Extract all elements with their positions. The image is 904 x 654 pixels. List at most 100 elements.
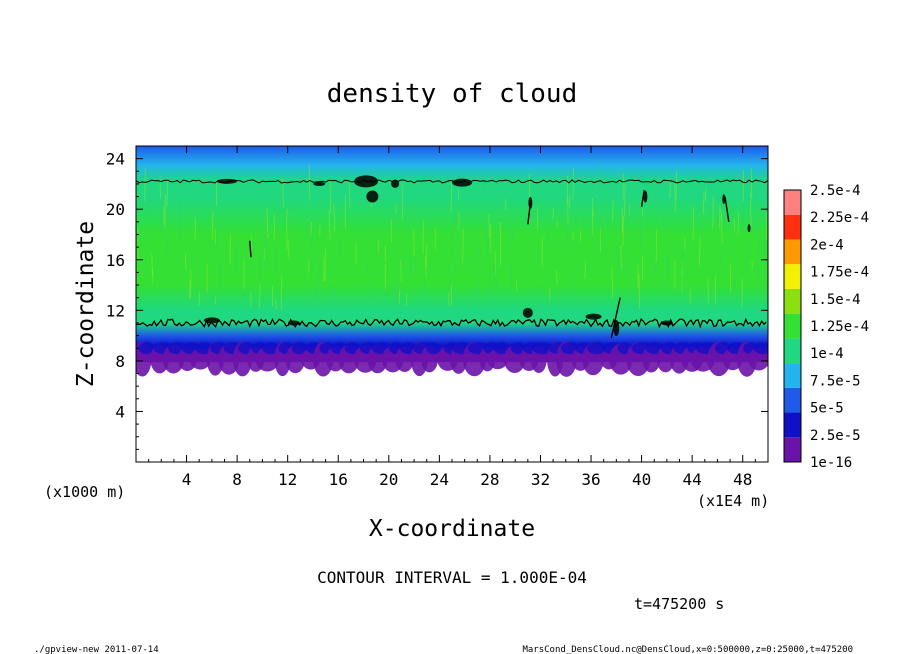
field-streak	[600, 222, 602, 248]
field-streak	[266, 256, 268, 268]
contour-filament	[249, 240, 252, 258]
colorbar-label: 2.25e-4	[810, 210, 869, 226]
field-streak	[732, 181, 735, 215]
y-tick-label: 12	[106, 301, 125, 320]
contour-blob	[747, 224, 751, 233]
cloud-base-structures	[136, 341, 768, 377]
contour-filament	[640, 190, 645, 207]
contour-blob	[643, 190, 648, 203]
field-streak	[702, 294, 705, 307]
field-streak	[621, 208, 624, 234]
x-tick-label: 36	[581, 470, 600, 489]
x-tick-label: 4	[182, 470, 192, 489]
field-streak	[552, 208, 555, 219]
field-streak	[308, 165, 311, 201]
colorbar-cell	[784, 338, 801, 364]
field-streak	[226, 190, 228, 201]
colorbar-label: 7.5e-5	[810, 373, 861, 389]
x-tick-label: 44	[683, 470, 702, 489]
x-tick-label: 16	[329, 470, 348, 489]
field-streak	[264, 234, 266, 266]
contour-interval-label: CONTOUR INTERVAL = 1.000E-04	[317, 568, 587, 587]
field-streak	[556, 269, 558, 286]
field-streak	[149, 186, 152, 213]
field-streak	[681, 244, 684, 268]
field-streak	[620, 246, 623, 270]
contour-blob	[366, 190, 379, 203]
field-streak	[450, 181, 453, 212]
field-streak	[189, 284, 191, 310]
field-streak	[710, 188, 713, 223]
time-label: t=475200 s	[634, 595, 724, 613]
x-tick-label: 12	[278, 470, 297, 489]
field-streak	[333, 203, 336, 231]
field-streak	[214, 296, 217, 305]
field-streak	[655, 230, 658, 262]
x-tick-label: 8	[232, 470, 242, 489]
field-streak	[397, 277, 399, 298]
y-tick-label: 16	[106, 251, 125, 270]
field-streak	[692, 206, 695, 241]
field-streak	[604, 197, 607, 216]
contour-line-upper	[136, 179, 768, 184]
field-streak	[537, 249, 539, 261]
colorbar-cell	[784, 313, 801, 339]
field-streak	[286, 208, 288, 220]
contour-blobs	[203, 175, 751, 339]
field-streak	[638, 214, 641, 223]
x-tick-label: 20	[379, 470, 398, 489]
field-streak	[674, 181, 676, 212]
field-streak	[607, 216, 609, 229]
field-streak	[758, 270, 760, 280]
field-streak	[702, 192, 705, 215]
field-streak	[486, 220, 488, 256]
field-streak	[409, 253, 411, 267]
base-scallop	[487, 349, 509, 370]
field-streak	[144, 168, 146, 202]
field-streak	[287, 239, 290, 260]
field-streak	[733, 218, 736, 231]
colorbar-label: 5e-5	[810, 401, 844, 417]
field-streak	[737, 211, 740, 235]
chart-title: density of cloud	[327, 79, 577, 109]
field-streak	[598, 161, 600, 197]
contour-blob	[452, 178, 473, 187]
field-streak	[666, 259, 668, 271]
colorbar-label: 1e-4	[810, 346, 844, 362]
field-streak	[499, 221, 502, 253]
field-streak	[449, 266, 451, 290]
colorbar: 1e-16 2.5e-5 5e-5 7.5e-5 1e-4 1.25e-4 1.5e-4 1.…	[783, 183, 869, 471]
field-streak	[429, 189, 432, 220]
field-streak	[371, 297, 373, 307]
field-streak	[231, 183, 233, 206]
field-streak	[489, 283, 492, 307]
x-axis: 4 8 12 16 20 24 28 32 36 40 44 48	[148, 146, 756, 489]
x-tick-label: 40	[632, 470, 651, 489]
field-streak	[423, 280, 426, 307]
colorbar-cell	[784, 288, 801, 314]
field-streak	[612, 199, 614, 222]
field-streak	[488, 213, 491, 239]
colorbar-label: 2.5e-5	[810, 428, 861, 444]
colorbar-label: 2.5e-4	[810, 183, 861, 199]
x-tick-label: 32	[531, 470, 550, 489]
field-streak	[611, 267, 614, 298]
field-streak	[364, 196, 367, 223]
contour-blob	[585, 313, 602, 320]
field-streak	[283, 175, 285, 206]
field-streak	[453, 210, 456, 228]
field-streak	[546, 212, 548, 243]
colorbar-cell	[784, 239, 801, 265]
contour-blob	[217, 178, 238, 184]
field-streak	[386, 284, 389, 297]
colorbar-label: 1e-16	[810, 455, 852, 471]
field-streak	[301, 171, 303, 204]
field-streak	[479, 244, 481, 267]
field-streak	[746, 242, 748, 278]
field-streak	[573, 196, 575, 206]
field-streak	[572, 167, 574, 201]
field-streak	[477, 197, 479, 218]
field-streak	[194, 218, 197, 239]
y-tick-label: 8	[115, 352, 125, 371]
